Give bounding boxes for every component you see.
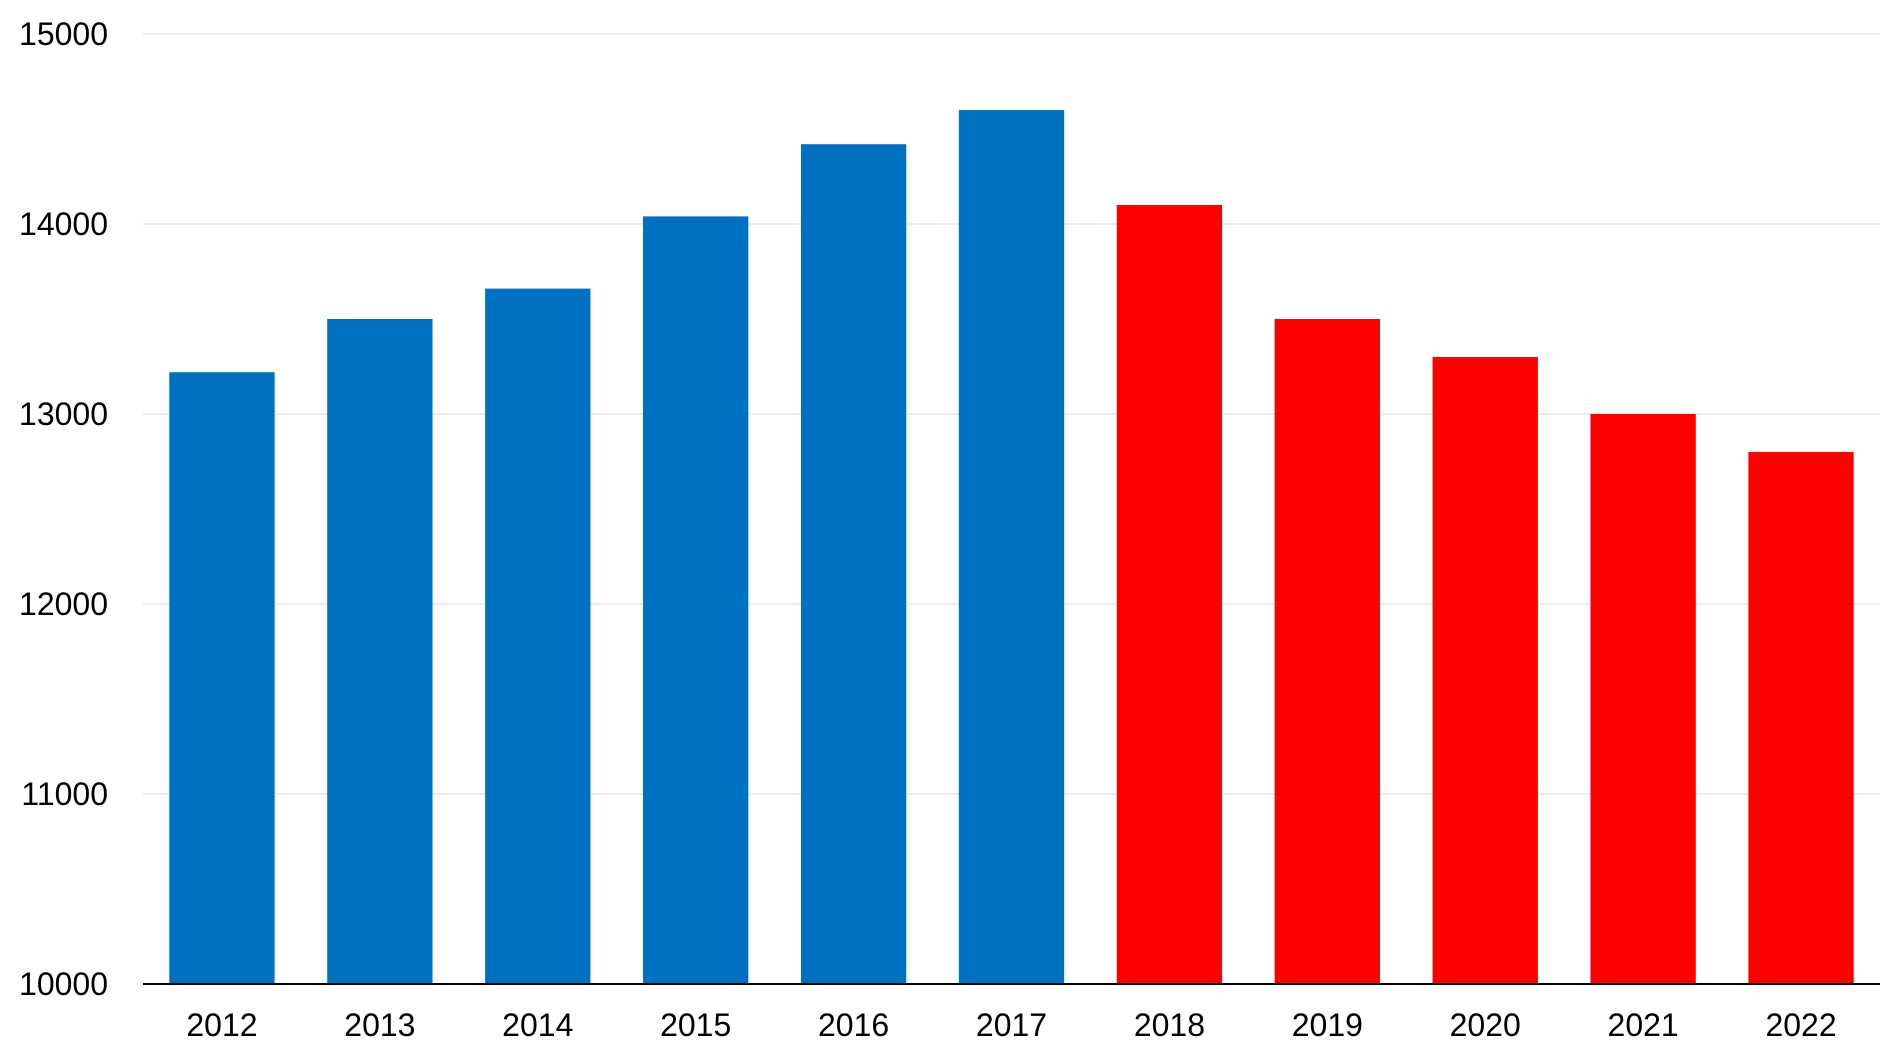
bar-2015	[643, 216, 749, 984]
x-tick-label: 2022	[1765, 1007, 1836, 1043]
x-tick-label: 2018	[1134, 1007, 1205, 1043]
bar-2021	[1590, 414, 1696, 984]
y-tick-label: 15000	[19, 16, 108, 52]
bar-2017	[958, 110, 1065, 984]
x-axis-tick-labels: 2012 2013 2014 2015 2016 2017 2018 2019 2020 2021…	[186, 1007, 1836, 1043]
y-tick-label: 14000	[19, 206, 108, 242]
y-tick-label: 11000	[21, 776, 108, 812]
y-tick-label: 10000	[19, 966, 108, 1002]
x-tick-label: 2014	[502, 1007, 573, 1043]
x-tick-label: 2012	[186, 1007, 257, 1043]
bar-2014	[485, 288, 591, 985]
x-tick-label: 2019	[1292, 1007, 1363, 1043]
y-axis-tick-labels: 10000 11000 12000 13000 14000 15000	[19, 16, 108, 1002]
x-tick-label: 2021	[1608, 1007, 1679, 1043]
x-tick-label: 2015	[660, 1007, 731, 1043]
bar-2012	[169, 372, 275, 984]
bar-2019	[1274, 319, 1380, 984]
x-tick-label: 2017	[976, 1007, 1047, 1043]
x-tick-label: 2020	[1450, 1007, 1521, 1043]
bar-2016	[800, 144, 907, 984]
bar-2018	[1116, 205, 1223, 984]
bar-2022	[1748, 452, 1854, 984]
bars	[169, 110, 1854, 985]
bar-2020	[1432, 357, 1538, 984]
bar-2013	[327, 319, 433, 984]
y-tick-label: 13000	[19, 396, 108, 432]
y-tick-label: 12000	[19, 586, 108, 622]
x-tick-label: 2016	[818, 1007, 889, 1043]
x-tick-label: 2013	[344, 1007, 415, 1043]
